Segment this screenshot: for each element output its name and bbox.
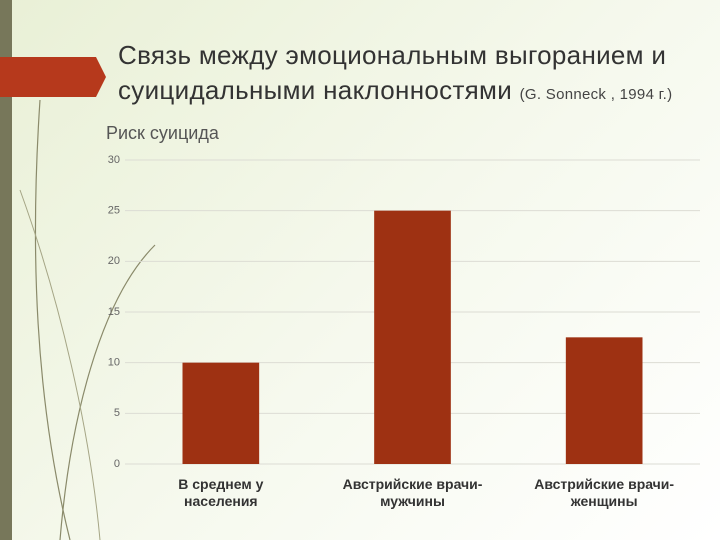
y-tick-label: 20: [108, 255, 120, 267]
decor-line: [34, 99, 71, 540]
decor-line: [19, 189, 101, 540]
bar: [182, 362, 260, 464]
side-stripe: [0, 0, 12, 540]
y-tick-label: 25: [108, 205, 120, 217]
x-tick-label: В среднем у населения: [178, 476, 264, 509]
subtitle: (G. Sonneck , 1994 г.): [519, 86, 673, 103]
title-arrow: [0, 57, 106, 97]
y-tick-label: 0: [114, 458, 120, 470]
bar: [565, 337, 643, 464]
title: Связь между эмоциональным выгоранием и с…: [118, 38, 678, 112]
y-tick-label: 5: [114, 407, 120, 419]
x-tick-label: Австрийские врачи-мужчины: [342, 476, 483, 509]
y-axis-label: Риск суицида: [106, 123, 219, 143]
y-tick-label: 10: [108, 357, 120, 369]
bar: [374, 210, 451, 464]
title-text: Связь между эмоциональным выгоранием и с…: [118, 40, 667, 105]
y-tick-label: 30: [108, 154, 120, 166]
y-tick-label: 15: [108, 306, 120, 318]
x-tick-label: Австрийские врачи-женщины: [534, 476, 675, 509]
decor-line: [59, 244, 156, 540]
